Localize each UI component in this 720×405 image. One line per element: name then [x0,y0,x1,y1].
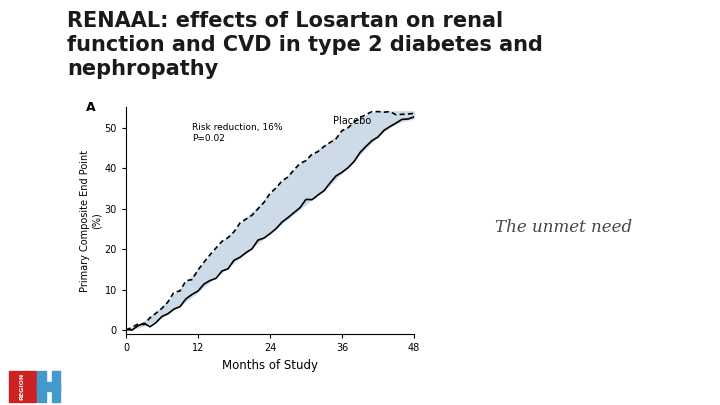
Bar [9,371,36,402]
X-axis label: Months of Study: Months of Study [222,359,318,372]
Bar [52,371,60,402]
Bar [37,371,46,402]
Y-axis label: Primary Composite End Point
(%): Primary Composite End Point (%) [80,150,102,292]
Text: REGION: REGION [20,373,24,400]
Text: Placebo: Placebo [333,116,372,126]
Text: CVD, cardiovascular disease; RENAAL, Reduction of Endpoints in NIDDM with the An: CVD, cardiovascular disease; RENAAL, Red… [83,378,607,399]
Bar [37,382,60,391]
Text: The unmet need: The unmet need [495,220,633,237]
Text: RENAAL: effects of Losartan on renal
function and CVD in type 2 diabetes and
nep: RENAAL: effects of Losartan on renal fun… [67,11,543,79]
Text: A: A [86,100,95,113]
Text: Risk reduction, 16%
P=0.02: Risk reduction, 16% P=0.02 [192,123,283,143]
